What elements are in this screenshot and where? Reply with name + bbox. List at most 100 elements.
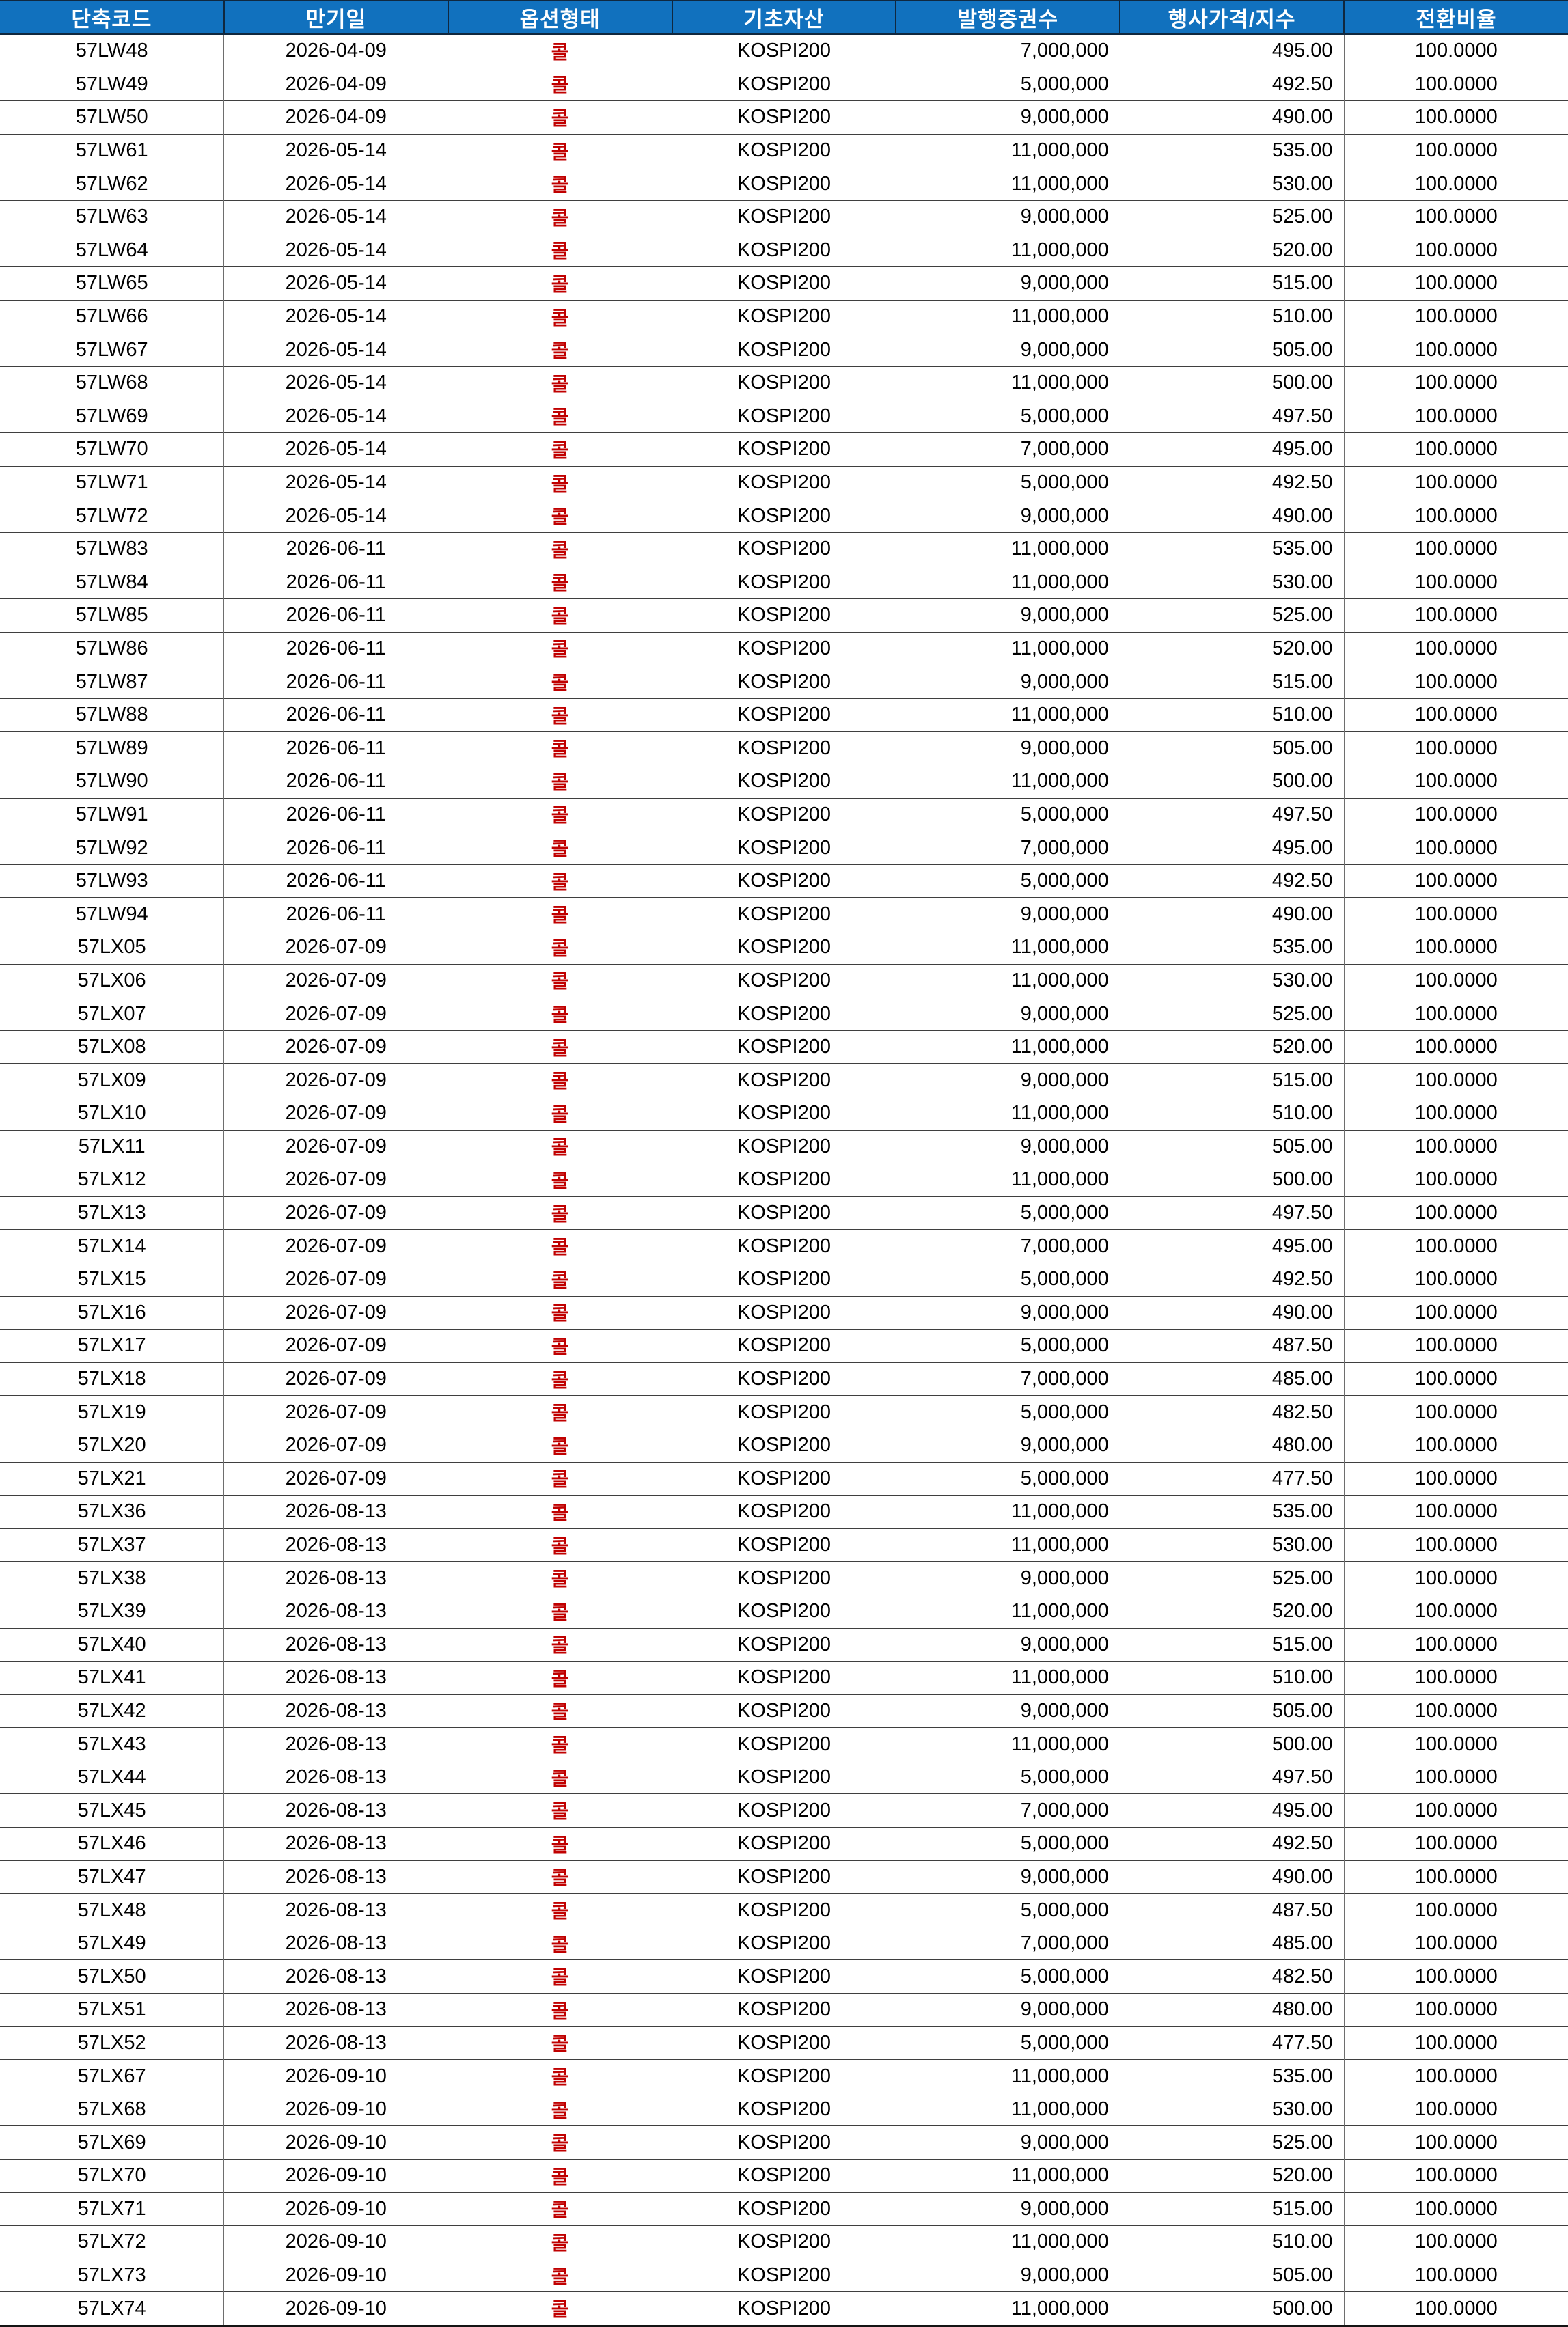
table-row: 57LX10 2026-07-09 콜 KOSPI200 11,000,000 510.0…: [0, 1097, 1568, 1131]
cell-issued-count: 11,000,000: [895, 299, 1120, 333]
cell-issued-count: 11,000,000: [895, 765, 1120, 799]
cell-option-type: 콜: [448, 1229, 672, 1263]
cell-conversion-ratio: 100.0000: [1343, 199, 1568, 234]
cell-issued-count: 11,000,000: [895, 1097, 1120, 1131]
cell-strike-price: 525.00: [1119, 199, 1345, 234]
cell-underlying: KOSPI200: [672, 665, 896, 699]
cell-conversion-ratio: 100.0000: [1343, 864, 1568, 898]
table-row: 57LX49 2026-08-13 콜 KOSPI200 7,000,000 485.00…: [0, 1926, 1568, 1960]
cell-option-type: 콜: [448, 1295, 672, 1330]
cell-strike-price: 505.00: [1119, 1694, 1345, 1728]
table-row: 57LX37 2026-08-13 콜 KOSPI200 11,000,000 530.0…: [0, 1528, 1568, 1562]
cell-strike-price: 490.00: [1119, 1295, 1345, 1330]
cell-issued-count: 9,000,000: [895, 499, 1120, 533]
cell-code: 57LX70: [0, 2159, 224, 2193]
cell-code: 57LX12: [0, 1163, 224, 1197]
cell-issued-count: 7,000,000: [895, 1926, 1120, 1960]
cell-underlying: KOSPI200: [672, 1163, 896, 1197]
cell-strike-price: 500.00: [1119, 1727, 1345, 1761]
cell-underlying: KOSPI200: [672, 1528, 896, 1562]
col-header-code: 단축코드: [0, 0, 224, 35]
cell-option-type: 콜: [448, 1528, 672, 1562]
cell-underlying: KOSPI200: [672, 864, 896, 898]
cell-conversion-ratio: 100.0000: [1343, 1760, 1568, 1794]
cell-underlying: KOSPI200: [672, 1926, 896, 1960]
table-row: 57LX05 2026-07-09 콜 KOSPI200 11,000,000 535.0…: [0, 931, 1568, 965]
cell-underlying: KOSPI200: [672, 465, 896, 499]
table-row: 57LX08 2026-07-09 콜 KOSPI200 11,000,000 520.0…: [0, 1030, 1568, 1064]
cell-conversion-ratio: 100.0000: [1343, 1030, 1568, 1064]
cell-maturity: 2026-05-14: [223, 266, 448, 301]
cell-strike-price: 497.50: [1119, 1196, 1345, 1230]
cell-option-type: 콜: [448, 731, 672, 765]
table-row: 57LX41 2026-08-13 콜 KOSPI200 11,000,000 510.0…: [0, 1661, 1568, 1695]
table-row: 57LW86 2026-06-11 콜 KOSPI200 11,000,000 520.0…: [0, 631, 1568, 665]
cell-underlying: KOSPI200: [672, 67, 896, 101]
cell-conversion-ratio: 100.0000: [1343, 598, 1568, 633]
table-row: 57LW63 2026-05-14 콜 KOSPI200 9,000,000 525.00…: [0, 199, 1568, 234]
table-row: 57LW88 2026-06-11 콜 KOSPI200 11,000,000 510.0…: [0, 698, 1568, 732]
cell-underlying: KOSPI200: [672, 897, 896, 931]
cell-maturity: 2026-05-14: [223, 399, 448, 433]
table-row: 57LW66 2026-05-14 콜 KOSPI200 11,000,000 510.0…: [0, 299, 1568, 333]
table-row: 57LX40 2026-08-13 콜 KOSPI200 9,000,000 515.00…: [0, 1627, 1568, 1662]
table-row: 57LW89 2026-06-11 콜 KOSPI200 9,000,000 505.00…: [0, 731, 1568, 765]
cell-option-type: 콜: [448, 1694, 672, 1728]
table-row: 57LW71 2026-05-14 콜 KOSPI200 5,000,000 492.50…: [0, 465, 1568, 499]
cell-option-type: 콜: [448, 1495, 672, 1529]
table-row: 57LX07 2026-07-09 콜 KOSPI200 9,000,000 525.00…: [0, 997, 1568, 1031]
cell-issued-count: 11,000,000: [895, 1495, 1120, 1529]
cell-code: 57LW48: [0, 34, 224, 68]
cell-code: 57LX44: [0, 1760, 224, 1794]
table-row: 57LW94 2026-06-11 콜 KOSPI200 9,000,000 490.00…: [0, 897, 1568, 931]
cell-conversion-ratio: 100.0000: [1343, 333, 1568, 367]
cell-code: 57LW93: [0, 864, 224, 898]
cell-conversion-ratio: 100.0000: [1343, 1163, 1568, 1197]
cell-maturity: 2026-09-10: [223, 2125, 448, 2160]
cell-option-type: 콜: [448, 167, 672, 201]
cell-maturity: 2026-05-14: [223, 333, 448, 367]
cell-maturity: 2026-06-11: [223, 897, 448, 931]
cell-maturity: 2026-07-09: [223, 1428, 448, 1463]
cell-strike-price: 492.50: [1119, 1262, 1345, 1297]
cell-strike-price: 495.00: [1119, 831, 1345, 865]
table-row: 57LW70 2026-05-14 콜 KOSPI200 7,000,000 495.00…: [0, 432, 1568, 467]
table-row: 57LW72 2026-05-14 콜 KOSPI200 9,000,000 490.00…: [0, 499, 1568, 533]
cell-maturity: 2026-05-14: [223, 133, 448, 167]
cell-code: 57LW84: [0, 565, 224, 599]
cell-conversion-ratio: 100.0000: [1343, 1727, 1568, 1761]
cell-underlying: KOSPI200: [672, 765, 896, 799]
cell-code: 57LW50: [0, 100, 224, 135]
cell-strike-price: 492.50: [1119, 864, 1345, 898]
cell-option-type: 콜: [448, 2125, 672, 2160]
cell-conversion-ratio: 100.0000: [1343, 1428, 1568, 1463]
table-row: 57LW48 2026-04-09 콜 KOSPI200 7,000,000 495.00…: [0, 34, 1568, 68]
cell-issued-count: 7,000,000: [895, 831, 1120, 865]
cell-option-type: 콜: [448, 233, 672, 267]
cell-code: 57LW62: [0, 167, 224, 201]
cell-code: 57LX40: [0, 1627, 224, 1662]
cell-underlying: KOSPI200: [672, 499, 896, 533]
table-row: 57LX19 2026-07-09 콜 KOSPI200 5,000,000 482.50…: [0, 1395, 1568, 1429]
cell-maturity: 2026-07-09: [223, 1097, 448, 1131]
cell-issued-count: 5,000,000: [895, 2026, 1120, 2060]
cell-conversion-ratio: 100.0000: [1343, 432, 1568, 467]
table-row: 57LW50 2026-04-09 콜 KOSPI200 9,000,000 490.00…: [0, 100, 1568, 135]
cell-issued-count: 11,000,000: [895, 1528, 1120, 1562]
cell-strike-price: 497.50: [1119, 1760, 1345, 1794]
cell-underlying: KOSPI200: [672, 1129, 896, 1164]
cell-strike-price: 530.00: [1119, 167, 1345, 201]
cell-conversion-ratio: 100.0000: [1343, 299, 1568, 333]
cell-option-type: 콜: [448, 1362, 672, 1396]
cell-strike-price: 520.00: [1119, 631, 1345, 665]
cell-strike-price: 485.00: [1119, 1362, 1345, 1396]
cell-option-type: 콜: [448, 399, 672, 433]
table-row: 57LX69 2026-09-10 콜 KOSPI200 9,000,000 525.00…: [0, 2125, 1568, 2160]
cell-maturity: 2026-07-09: [223, 1395, 448, 1429]
cell-conversion-ratio: 100.0000: [1343, 1528, 1568, 1562]
cell-strike-price: 530.00: [1119, 2092, 1345, 2126]
cell-underlying: KOSPI200: [672, 2192, 896, 2226]
cell-maturity: 2026-07-09: [223, 1229, 448, 1263]
cell-issued-count: 11,000,000: [895, 963, 1120, 997]
cell-underlying: KOSPI200: [672, 266, 896, 301]
